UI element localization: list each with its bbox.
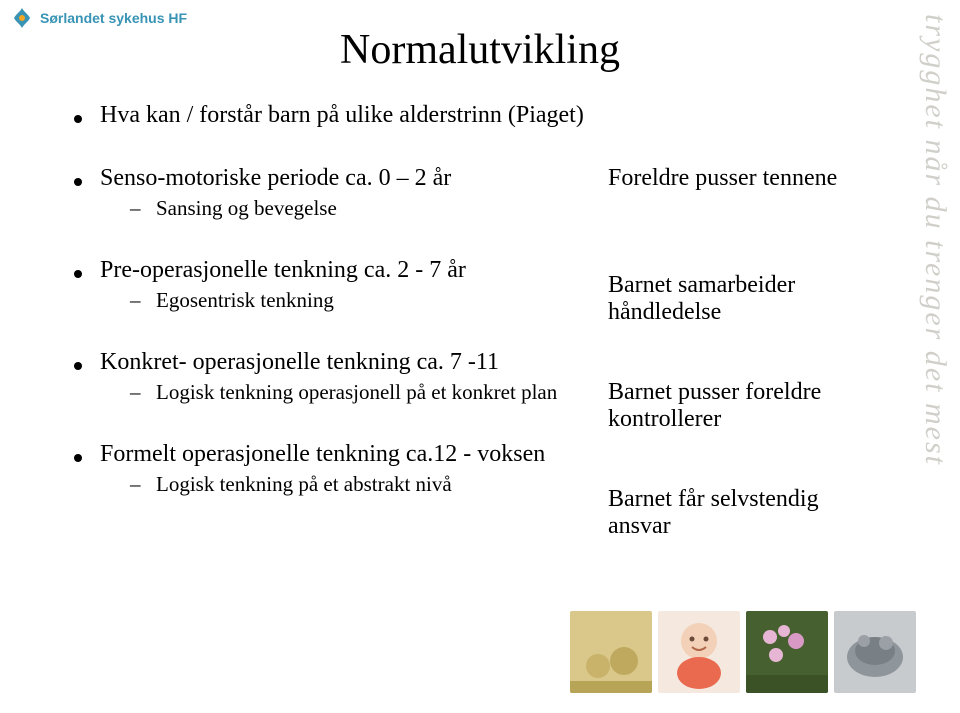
sub-dash: – [130, 288, 144, 313]
block-sub: – Sansing og bevegelse [130, 196, 584, 221]
thumb-2 [746, 611, 828, 693]
right-text: Foreldre pusser tennene [608, 165, 868, 192]
block-sub: – Egosentrisk tenkning [130, 288, 584, 313]
block-main: Konkret- operasjonelle tenkning ca. 7 -1… [74, 349, 584, 376]
bullet-dot [74, 115, 82, 123]
block-main: Pre-operasjonelle tenkning ca. 2 - 7 år [74, 257, 584, 284]
bullet-dot [74, 454, 82, 462]
col-left: Senso-motoriske periode ca. 0 – 2 år – S… [74, 165, 584, 576]
right-2: Barnet pusser foreldre kontrollerer [608, 379, 868, 450]
lead-bullet: Hva kan / forstår barn på ulike alderstr… [74, 102, 884, 129]
brand-text: Sørlandet sykehus HF [40, 10, 187, 26]
sub-dash: – [130, 472, 144, 497]
columns: Senso-motoriske periode ca. 0 – 2 år – S… [74, 165, 884, 576]
block-main-text: Konkret- operasjonelle tenkning ca. 7 -1… [100, 349, 499, 376]
block-1: Pre-operasjonelle tenkning ca. 2 - 7 år … [74, 257, 584, 313]
block-sub-text: Sansing og bevegelse [156, 196, 337, 221]
block-main-text: Pre-operasjonelle tenkning ca. 2 - 7 år [100, 257, 466, 284]
block-sub-text: Logisk tenkning operasjonell på et konkr… [156, 380, 557, 405]
bullet-dot [74, 270, 82, 278]
sub-dash: – [130, 196, 144, 221]
right-text: Barnet samarbeider håndledelse [608, 272, 868, 326]
block-main-text: Formelt operasjonelle tenkning ca.12 - v… [100, 441, 545, 468]
block-sub: – Logisk tenkning operasjonell på et kon… [130, 380, 584, 405]
bullet-dot [74, 362, 82, 370]
watermark: trygghet når du trenger det mest [918, 0, 952, 713]
brand-logo: Sørlandet sykehus HF [10, 6, 187, 30]
right-1: Barnet samarbeider håndledelse [608, 272, 868, 343]
thumb-0 [570, 611, 652, 693]
right-text: Barnet får selvstendig ansvar [608, 486, 868, 540]
lead-text: Hva kan / forstår barn på ulike alderstr… [100, 102, 584, 129]
footer-images [570, 611, 916, 693]
block-0: Senso-motoriske periode ca. 0 – 2 år – S… [74, 165, 584, 221]
block-3: Formelt operasjonelle tenkning ca.12 - v… [74, 441, 584, 497]
watermark-text: trygghet når du trenger det mest [918, 14, 952, 466]
brand-icon [10, 6, 34, 30]
bullet-dot [74, 178, 82, 186]
block-sub: – Logisk tenkning på et abstrakt nivå [130, 472, 584, 497]
right-text: Barnet pusser foreldre kontrollerer [608, 379, 868, 433]
right-3: Barnet får selvstendig ansvar [608, 486, 868, 540]
block-2: Konkret- operasjonelle tenkning ca. 7 -1… [74, 349, 584, 405]
block-main: Formelt operasjonelle tenkning ca.12 - v… [74, 441, 584, 468]
header: Sørlandet sykehus HF [10, 6, 187, 30]
block-sub-text: Egosentrisk tenkning [156, 288, 334, 313]
page-title: Normalutvikling [340, 26, 620, 74]
content: Hva kan / forstår barn på ulike alderstr… [74, 102, 884, 576]
sub-dash: – [130, 380, 144, 405]
thumb-1 [658, 611, 740, 693]
block-main-text: Senso-motoriske periode ca. 0 – 2 år [100, 165, 451, 192]
block-main: Senso-motoriske periode ca. 0 – 2 år [74, 165, 584, 192]
col-right: Foreldre pusser tennene Barnet samarbeid… [608, 165, 868, 576]
right-0: Foreldre pusser tennene [608, 165, 868, 236]
thumb-3 [834, 611, 916, 693]
block-sub-text: Logisk tenkning på et abstrakt nivå [156, 472, 452, 497]
